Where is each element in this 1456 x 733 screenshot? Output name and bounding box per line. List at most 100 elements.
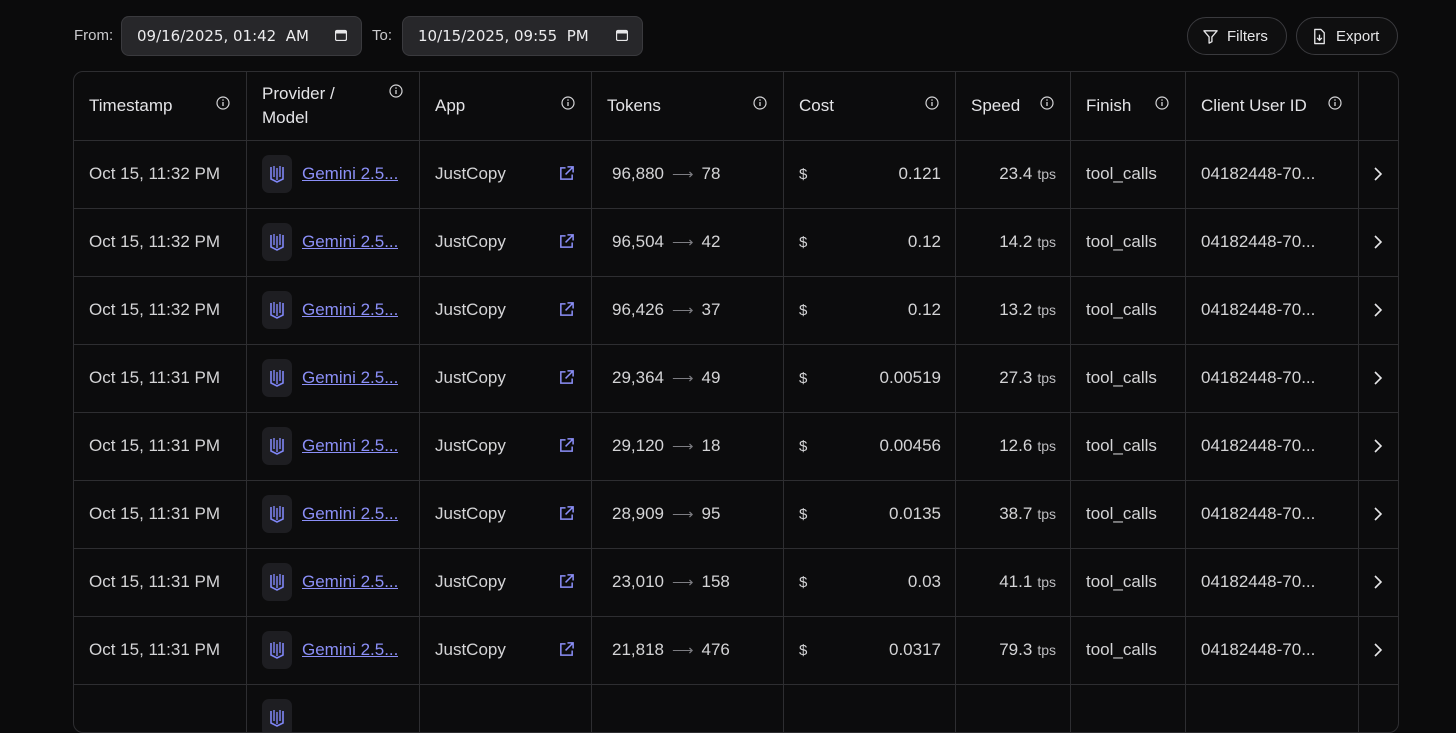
row-expand-cell[interactable] bbox=[1359, 548, 1398, 616]
finish-cell bbox=[1071, 684, 1186, 732]
provider-logo-icon bbox=[270, 710, 284, 727]
column-header-tokens[interactable]: Tokens bbox=[592, 72, 784, 140]
model-link[interactable]: Gemini 2.5... bbox=[302, 232, 399, 251]
table-row[interactable]: Oct 15, 11:31 PM Gemini 2.5... JustCopy … bbox=[74, 616, 1398, 685]
row-expand-cell[interactable] bbox=[1359, 140, 1398, 208]
info-icon[interactable] bbox=[925, 96, 939, 110]
client-user-id-cell: 04182448-70... bbox=[1186, 548, 1359, 616]
provider-logo bbox=[262, 699, 292, 732]
chevron-right-icon[interactable] bbox=[1359, 208, 1397, 276]
speed-wrap: 12.6 tps bbox=[999, 412, 1056, 480]
chevron-right-icon[interactable] bbox=[1359, 412, 1397, 480]
finish-reason: tool_calls bbox=[1086, 368, 1157, 387]
column-label: Finish bbox=[1086, 96, 1132, 115]
column-header-provider-model[interactable]: Provider / Model bbox=[247, 72, 420, 140]
row-expand-cell[interactable] bbox=[1359, 480, 1398, 548]
cost-cell: $ 0.121 bbox=[784, 140, 956, 208]
table-row[interactable]: Oct 15, 11:31 PM Gemini 2.5... JustCopy … bbox=[74, 412, 1398, 481]
calendar-icon[interactable] bbox=[616, 29, 628, 41]
column-header-client-user-id[interactable]: Client User ID bbox=[1186, 72, 1359, 140]
chevron-right-icon[interactable] bbox=[1359, 616, 1397, 684]
external-link-icon[interactable] bbox=[558, 233, 575, 250]
finish-reason: tool_calls bbox=[1086, 640, 1157, 659]
external-link-icon[interactable] bbox=[558, 573, 575, 590]
external-link-icon[interactable] bbox=[558, 437, 575, 454]
model-link[interactable]: Gemini 2.5... bbox=[302, 504, 399, 523]
column-header-app[interactable]: App bbox=[420, 72, 592, 140]
to-datetime-value: 10/15/2025, 09:55 PM bbox=[418, 27, 589, 45]
app-cell: JustCopy bbox=[420, 480, 592, 548]
speed-unit: tps bbox=[1037, 574, 1056, 590]
chevron-right-icon[interactable] bbox=[1359, 344, 1397, 412]
table-row[interactable]: Oct 15, 11:32 PM Gemini 2.5... JustCopy … bbox=[74, 276, 1398, 345]
model-link[interactable]: Gemini 2.5... bbox=[302, 300, 399, 319]
column-label: Provider / bbox=[262, 84, 335, 103]
info-icon[interactable] bbox=[1040, 96, 1054, 110]
from-datetime-input[interactable]: 09/16/2025, 01:42 AM bbox=[121, 16, 362, 56]
row-expand-cell[interactable] bbox=[1359, 344, 1398, 412]
column-header-cost[interactable]: Cost bbox=[784, 72, 956, 140]
speed-unit: tps bbox=[1037, 506, 1056, 522]
column-header-speed[interactable]: Speed bbox=[956, 72, 1071, 140]
table-row-partial[interactable] bbox=[74, 684, 1398, 732]
row-expand-cell[interactable] bbox=[1359, 208, 1398, 276]
table-row[interactable]: Oct 15, 11:31 PM Gemini 2.5... JustCopy … bbox=[74, 344, 1398, 413]
row-expand-cell[interactable] bbox=[1359, 616, 1398, 684]
speed-cell: 41.1 tps bbox=[956, 548, 1071, 616]
client-user-id-cell: 04182448-70... bbox=[1186, 276, 1359, 344]
external-link-icon[interactable] bbox=[558, 369, 575, 386]
arrow-right-icon: ⟶ bbox=[672, 234, 694, 251]
external-link-icon[interactable] bbox=[558, 641, 575, 658]
table-row[interactable]: Oct 15, 11:32 PM Gemini 2.5... JustCopy … bbox=[74, 208, 1398, 277]
model-link[interactable]: Gemini 2.5... bbox=[302, 436, 399, 455]
chevron-right-icon[interactable] bbox=[1359, 276, 1397, 344]
chevron-right-icon[interactable] bbox=[1359, 480, 1397, 548]
table-row[interactable]: Oct 15, 11:31 PM Gemini 2.5... JustCopy … bbox=[74, 480, 1398, 549]
table-row[interactable]: Oct 15, 11:31 PM Gemini 2.5... JustCopy … bbox=[74, 548, 1398, 617]
tokens-cell: 96,426 ⟶ 37 bbox=[592, 276, 784, 344]
row-expand-cell[interactable] bbox=[1359, 276, 1398, 344]
speed-cell: 13.2 tps bbox=[956, 276, 1071, 344]
app-cell: JustCopy bbox=[420, 140, 592, 208]
currency-symbol: $ bbox=[799, 505, 808, 523]
currency-symbol: $ bbox=[799, 369, 808, 387]
model-link[interactable]: Gemini 2.5... bbox=[302, 572, 399, 591]
info-icon[interactable] bbox=[753, 96, 767, 110]
model-link[interactable]: Gemini 2.5... bbox=[302, 164, 399, 183]
to-label: To: bbox=[372, 27, 393, 44]
calendar-icon[interactable] bbox=[335, 29, 347, 41]
export-button[interactable]: Export bbox=[1296, 17, 1398, 55]
info-icon[interactable] bbox=[1328, 96, 1342, 110]
provider-logo bbox=[262, 291, 292, 329]
speed-cell: 12.6 tps bbox=[956, 412, 1071, 480]
info-icon[interactable] bbox=[389, 84, 403, 98]
timestamp-text: Oct 15, 11:31 PM bbox=[89, 572, 221, 591]
external-link-icon[interactable] bbox=[558, 301, 575, 318]
info-icon[interactable] bbox=[216, 96, 230, 110]
speed-wrap: 38.7 tps bbox=[999, 480, 1056, 548]
table-row[interactable]: Oct 15, 11:32 PM Gemini 2.5... JustCopy … bbox=[74, 140, 1398, 209]
to-datetime-input[interactable]: 10/15/2025, 09:55 PM bbox=[402, 16, 643, 56]
cost-value: 0.121 bbox=[898, 164, 941, 183]
column-header-timestamp[interactable]: Timestamp bbox=[74, 72, 247, 140]
finish-cell: tool_calls bbox=[1071, 412, 1186, 480]
external-link-icon[interactable] bbox=[558, 505, 575, 522]
app-cell: JustCopy bbox=[420, 208, 592, 276]
provider-logo-icon bbox=[270, 166, 284, 183]
chevron-right-icon[interactable] bbox=[1359, 548, 1397, 616]
row-expand-cell[interactable] bbox=[1359, 684, 1398, 732]
column-header-finish[interactable]: Finish bbox=[1071, 72, 1186, 140]
timestamp-text: Oct 15, 11:31 PM bbox=[89, 436, 221, 455]
model-link[interactable]: Gemini 2.5... bbox=[302, 640, 399, 659]
external-link-icon[interactable] bbox=[558, 165, 575, 182]
client-user-id-cell: 04182448-70... bbox=[1186, 480, 1359, 548]
row-expand-cell[interactable] bbox=[1359, 412, 1398, 480]
tokens-cell: 23,010 ⟶ 158 bbox=[592, 548, 784, 616]
finish-cell: tool_calls bbox=[1071, 208, 1186, 276]
info-icon[interactable] bbox=[561, 96, 575, 110]
chevron-right-icon[interactable] bbox=[1359, 140, 1397, 208]
model-link[interactable]: Gemini 2.5... bbox=[302, 368, 399, 387]
info-icon[interactable] bbox=[1155, 96, 1169, 110]
client-user-id-cell: 04182448-70... bbox=[1186, 208, 1359, 276]
filters-button[interactable]: Filters bbox=[1187, 17, 1287, 55]
